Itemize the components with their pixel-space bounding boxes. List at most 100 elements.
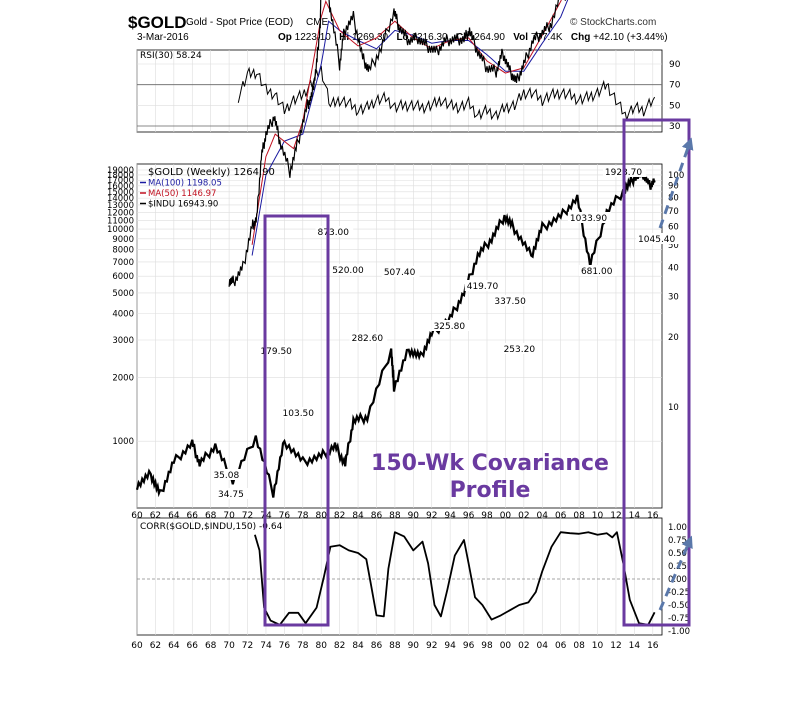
price-x-tick-label: 92 — [426, 511, 437, 521]
corr-x-tick-label: 60 — [131, 641, 143, 651]
covariance-caption-line1: 150-Wk Covariance — [371, 451, 609, 476]
price-x-tick-label: 16 — [647, 511, 659, 521]
price-annotation-bg — [216, 488, 249, 499]
indu-y-tick-label: 12000 — [107, 208, 134, 218]
price-annotation-bg — [636, 233, 680, 244]
indu-y-tick-label: 6000 — [112, 272, 134, 282]
corr-x-tick-label: 86 — [371, 641, 383, 651]
corr-x-tick-label: 10 — [592, 641, 604, 651]
indu-y-tick-label: 1000 — [112, 437, 134, 447]
indu-y-tick-label: 16000 — [107, 182, 134, 192]
corr-x-tick-label: 68 — [205, 641, 217, 651]
price-annotation-bg — [431, 320, 470, 331]
hi-value: 1269.30 — [351, 32, 389, 43]
price-x-tick-label: 00 — [500, 511, 512, 521]
corr-x-tick-label: 74 — [260, 641, 272, 651]
corr-x-tick-label: 04 — [537, 641, 549, 651]
corr-x-tick-label: 02 — [518, 641, 529, 651]
corr-x-tick-label: 80 — [315, 641, 327, 651]
price-annotation-bg — [280, 407, 319, 418]
gold-y-tick-label: 50 — [668, 241, 679, 251]
chart-symbol: $GOLD — [128, 13, 187, 32]
price-annotation-bg — [501, 343, 540, 354]
corr-x-tick-label: 12 — [610, 641, 621, 651]
price-x-tick-label: 04 — [537, 511, 549, 521]
price-annotation: 419.70 — [467, 282, 499, 292]
indu-y-tick-label: 9000 — [112, 235, 134, 245]
price-x-tick-label: 02 — [518, 511, 529, 521]
indu-y-tick-label: 2000 — [112, 373, 134, 383]
price-x-tick-label: 86 — [371, 511, 383, 521]
indu-line — [135, 171, 656, 498]
indu-y-tick-label: 19000 — [107, 166, 134, 176]
cl-value: 1264.90 — [468, 32, 505, 43]
corr-y-tick-label: -0.75 — [668, 614, 690, 624]
vol-label: Vol — [513, 32, 529, 43]
gold-y-tick-label: 70 — [668, 207, 679, 217]
indu-y-tick-label: 4000 — [112, 309, 134, 319]
covariance-caption-line2: Profile — [450, 478, 531, 503]
rsi-y-tick-label: 50 — [669, 101, 681, 111]
price-annotation-bg — [211, 469, 244, 480]
price-x-tick-label: 70 — [223, 511, 235, 521]
price-x-tick-label: 98 — [481, 511, 493, 521]
lo-label: Lo — [396, 32, 409, 43]
price-x-tick-label: 08 — [573, 511, 585, 521]
price-annotation-bg — [578, 265, 617, 276]
price-annotation-bg — [464, 280, 503, 291]
corr-y-tick-label: 0.00 — [668, 575, 687, 585]
price-x-tick-label: 96 — [463, 511, 475, 521]
corr-x-tick-label: 16 — [647, 641, 659, 651]
indu-y-tick-label: 14000 — [107, 194, 134, 204]
price-annotation-bg — [258, 345, 297, 356]
price-x-tick-label: 10 — [592, 511, 604, 521]
gold-y-tick-label: 60 — [668, 222, 679, 232]
corr-y-tick-label: -1.00 — [668, 627, 690, 637]
corr-x-tick-label: 96 — [463, 641, 475, 651]
indu-y-tick-label: 18000 — [107, 171, 134, 181]
lo-value: 1216.30 — [411, 32, 448, 43]
indu-y-tick-label: 17000 — [107, 176, 134, 186]
price-x-tick-label: 94 — [444, 511, 456, 521]
highlight-box-1970s — [263, 214, 330, 627]
price-annotation: 873.00 — [318, 228, 350, 238]
indu-y-tick-label: 7000 — [112, 258, 134, 268]
price-x-tick-label: 64 — [168, 511, 180, 521]
corr-y-tick-label: 1.00 — [668, 523, 687, 533]
corr-x-tick-label: 66 — [187, 641, 199, 651]
gold-y-tick-label: 30 — [668, 292, 679, 302]
corr-x-tick-label: 82 — [334, 641, 345, 651]
price-annotation-bg — [381, 266, 420, 277]
highlight-box-2012-2016 — [622, 118, 691, 627]
rsi-y-tick-label: 70 — [669, 81, 681, 91]
hi-label: Hi — [339, 32, 350, 43]
gold-y-tick-label: 90 — [668, 182, 679, 192]
corr-y-tick-label: 0.75 — [668, 536, 687, 546]
price-annotation: 507.40 — [384, 268, 416, 278]
panel-frame-1 — [136, 49, 663, 133]
price-x-tick-label: 14 — [629, 511, 641, 521]
price-annotation: 179.50 — [260, 347, 292, 357]
price-annotation: 282.60 — [352, 334, 384, 344]
indu-y-tick-label: 13000 — [107, 201, 134, 211]
price-annotation: 1033.90 — [570, 214, 607, 224]
chg-label: Chg — [570, 32, 591, 43]
corr-legend: CORR($GOLD,$INDU,150) -0.64 — [140, 522, 283, 532]
price-x-tick-label: 12 — [610, 511, 621, 521]
gold-y-tick-label: 80 — [668, 193, 679, 203]
rsi-line — [237, 65, 656, 121]
corr-x-tick-label: 72 — [242, 641, 253, 651]
corr-x-tick-label: 98 — [481, 641, 493, 651]
corr-x-tick-label: 62 — [150, 641, 161, 651]
indu-y-tick-label: 5000 — [112, 289, 134, 299]
price-legend-item: $INDU 16943.90 — [148, 200, 218, 210]
price-legend-item: $GOLD (Weekly) 1264.90 — [148, 167, 275, 178]
price-x-tick-label: 84 — [352, 511, 364, 521]
price-x-tick-label: 90 — [408, 511, 420, 521]
corr-x-tick-label: 00 — [500, 641, 512, 651]
price-x-tick-label: 78 — [297, 511, 309, 521]
op-value: 1223.10 — [294, 32, 331, 43]
corr-y-tick-label: -0.50 — [668, 601, 690, 611]
gold-y-tick-label: 100 — [668, 171, 684, 181]
